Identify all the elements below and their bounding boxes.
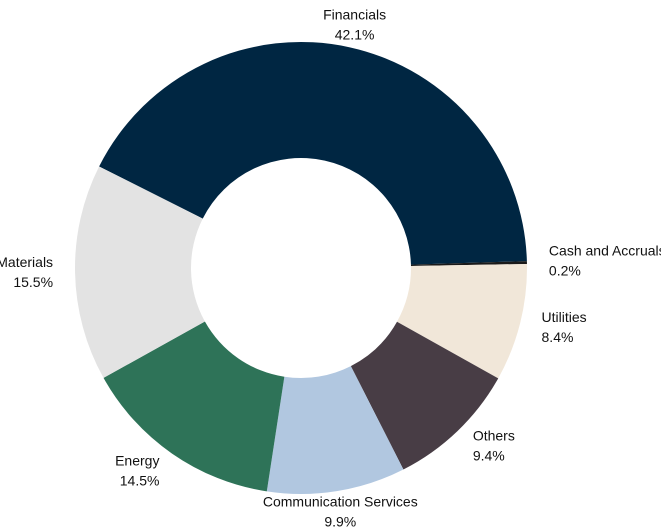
value-label: 0.2% xyxy=(549,263,581,279)
slice-label: Financials xyxy=(323,7,386,23)
slice-label: Materials xyxy=(0,254,53,270)
value-label: 9.4% xyxy=(473,448,505,464)
value-label: 15.5% xyxy=(13,274,53,290)
slice xyxy=(397,263,527,379)
slice xyxy=(350,321,499,470)
value-label: 9.9% xyxy=(324,514,356,530)
slice xyxy=(103,321,285,492)
slice xyxy=(99,42,527,265)
slice-label: Energy xyxy=(115,452,159,468)
slice xyxy=(74,166,205,378)
value-label: 42.1% xyxy=(335,27,375,43)
slice xyxy=(410,261,527,267)
value-label: 8.4% xyxy=(542,329,574,345)
slice-label: Cash and Accruals xyxy=(549,243,661,259)
slice xyxy=(266,366,404,494)
slice-label: Communication Services xyxy=(263,494,418,510)
value-label: 14.5% xyxy=(120,472,160,488)
slice-label: Utilities xyxy=(542,309,587,325)
slice-label: Others xyxy=(473,428,515,444)
